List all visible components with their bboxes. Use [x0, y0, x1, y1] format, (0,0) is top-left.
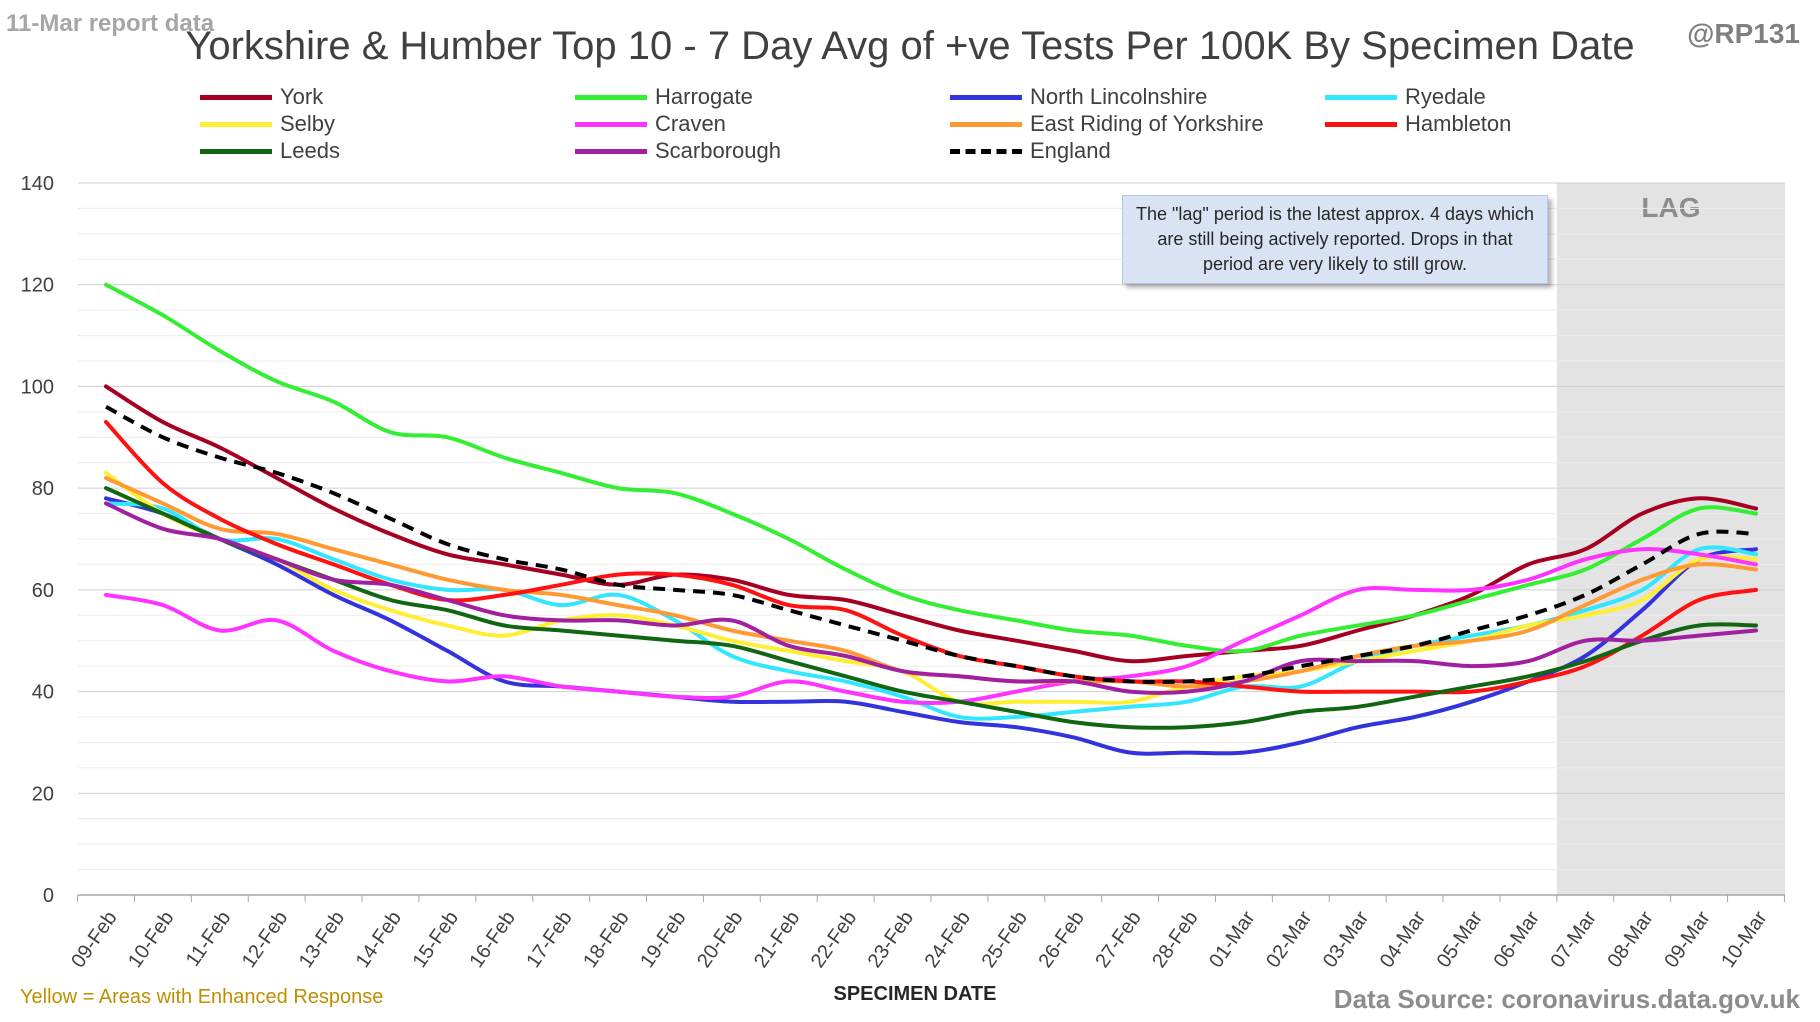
y-tick-label: 140 [21, 173, 54, 195]
legend-swatch [200, 121, 272, 127]
report-date-label: 11-Mar report data [6, 10, 215, 37]
x-axis-title: SPECIMEN DATE [833, 983, 997, 1005]
x-tick-label: 19-Feb [636, 907, 690, 972]
legend-item-craven: Craven [575, 111, 726, 137]
author-handle: @RP131 [1687, 18, 1800, 49]
y-tick-label: 80 [32, 478, 54, 500]
x-tick-label: 09-Feb [67, 907, 121, 972]
x-tick-label: 23-Feb [864, 907, 918, 972]
legend-swatch [950, 148, 1022, 154]
legend-item-selby: Selby [200, 111, 335, 137]
legend-label: England [1030, 138, 1111, 163]
y-tick-label: 120 [21, 275, 54, 297]
legend-label: Ryedale [1405, 84, 1486, 109]
legend-label: East Riding of Yorkshire [1030, 111, 1264, 136]
legend-item-hambleton: Hambleton [1325, 111, 1511, 137]
x-tick-label: 27-Feb [1091, 907, 1145, 972]
x-tick-label: 18-Feb [579, 907, 633, 972]
legend-label: Hambleton [1405, 111, 1512, 136]
lag-label: LAG [1641, 192, 1700, 223]
legend-label: Scarborough [655, 138, 781, 163]
series-line-ryedale [104, 501, 1758, 721]
series-line-north-lincolnshire [104, 496, 1758, 756]
x-tick-label: 04-Mar [1376, 907, 1431, 972]
x-tick-label: 25-Feb [978, 907, 1032, 972]
legend-item-ryedale: Ryedale [1325, 84, 1486, 110]
y-tick-label: 100 [21, 376, 54, 398]
x-tick-label: 14-Feb [352, 907, 406, 972]
chart-legend: York Harrogate North Lincolnshire Ryedale Se… [200, 84, 1600, 166]
legend-item-east-riding-of-yorkshire: East Riding of Yorkshire [950, 111, 1264, 137]
legend-item-north-lincolnshire: North Lincolnshire [950, 84, 1207, 110]
legend-item-england: England [950, 138, 1111, 164]
legend-swatch [950, 121, 1022, 127]
x-tick-label: 17-Feb [522, 907, 576, 972]
legend-label: Craven [655, 111, 726, 136]
x-tick-label: 07-Mar [1547, 907, 1602, 972]
legend-swatch [200, 148, 272, 154]
x-tick-label: 11-Feb [182, 907, 236, 970]
legend-swatch [575, 148, 647, 154]
x-tick-label: 09-Mar [1660, 907, 1715, 972]
x-tick-label: 24-Feb [921, 907, 975, 972]
legend-swatch [575, 94, 647, 100]
series-line-leeds [104, 486, 1758, 730]
x-tick-label: 13-Feb [295, 907, 349, 972]
legend-item-york: York [200, 84, 323, 110]
x-tick-label: 26-Feb [1034, 907, 1088, 972]
y-tick-label: 0 [43, 885, 54, 907]
x-tick-label: 28-Feb [1148, 907, 1202, 972]
x-tick-label: 22-Feb [807, 907, 861, 972]
x-tick-label: 03-Mar [1319, 907, 1374, 972]
x-tick-label: 20-Feb [693, 907, 747, 972]
legend-label: Selby [280, 111, 336, 136]
legend-label: North Lincolnshire [1030, 84, 1208, 109]
x-tick-label: 01-Mar [1205, 907, 1260, 972]
series-line-harrogate [104, 282, 1758, 654]
enhanced-response-footnote: Yellow = Areas with Enhanced Response [20, 986, 384, 1008]
x-tick-label: 12-Feb [238, 907, 292, 972]
legend-label: Leeds [280, 138, 340, 163]
legend-swatch [1325, 121, 1397, 127]
x-tick-label: 06-Mar [1490, 907, 1545, 972]
y-tick-label: 40 [32, 682, 54, 704]
series-line-scarborough [104, 501, 1758, 695]
series-line-craven [104, 547, 1758, 705]
legend-swatch [575, 121, 647, 127]
legend-item-scarborough: Scarborough [575, 138, 781, 164]
x-tick-label: 02-Mar [1262, 907, 1317, 972]
x-tick-label: 05-Mar [1433, 907, 1488, 972]
x-tick-label: 10-Feb [124, 907, 178, 972]
legend-label: Harrogate [655, 84, 753, 109]
chart-title: Yorkshire & Humber Top 10 - 7 Day Avg of… [185, 24, 1635, 68]
x-tick-label: 21-Feb [750, 907, 804, 972]
y-tick-label: 60 [32, 580, 54, 602]
x-tick-label: 16-Feb [465, 907, 519, 972]
legend-swatch [1325, 94, 1397, 100]
legend-item-leeds: Leeds [200, 138, 340, 164]
legend-item-harrogate: Harrogate [575, 84, 753, 110]
x-tick-label: 15-Feb [409, 907, 463, 972]
legend-swatch [950, 94, 1022, 100]
legend-label: York [280, 84, 324, 109]
series-line-york [104, 384, 1758, 664]
series-line-hambleton [104, 420, 1758, 695]
series-line-england [105, 405, 1757, 684]
y-tick-label: 20 [32, 783, 54, 805]
data-source-credit: Data Source: coronavirus.data.gov.uk [1333, 984, 1800, 1014]
x-tick-label: 08-Mar [1603, 907, 1658, 972]
x-tick-label: 10-Mar [1717, 907, 1772, 972]
legend-swatch [200, 94, 272, 100]
lag-annotation-box: The "lag" period is the latest approx. 4… [1122, 195, 1548, 284]
